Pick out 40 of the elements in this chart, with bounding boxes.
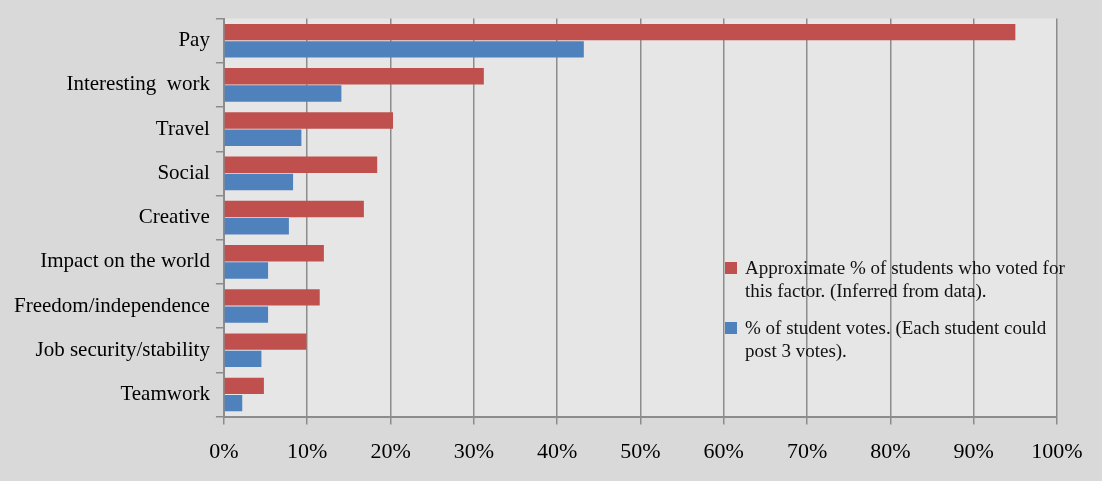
x-tick-label: 20% (370, 437, 411, 463)
bar (224, 23, 1016, 41)
y-tick-label: Social (157, 159, 211, 184)
bar (224, 68, 484, 85)
bar (224, 394, 243, 412)
x-tick-label: 60% (703, 437, 744, 463)
bar (224, 129, 302, 146)
x-tick-label: 70% (786, 437, 828, 463)
bar (224, 41, 584, 58)
x-tick-label: 10% (287, 437, 328, 463)
bar (224, 245, 324, 262)
bar (224, 289, 320, 306)
x-tick-label: 0% (209, 437, 239, 463)
bar (224, 218, 289, 235)
bar (224, 377, 264, 395)
y-tick-label: Travel (155, 115, 211, 140)
bar (224, 350, 262, 368)
bar (224, 173, 294, 191)
legend-label: Approximate % of students who voted for this factor. (Inferred from data). (745, 256, 1066, 302)
y-tick-label: Interesting work (66, 71, 211, 96)
x-tick-label: 90% (953, 437, 994, 463)
y-tick-label: Pay (178, 27, 211, 52)
y-tick-label: Creative (138, 204, 210, 229)
bar (224, 85, 342, 102)
bar (224, 156, 378, 173)
bar (224, 200, 364, 218)
bar (224, 262, 269, 279)
x-tick-label: 50% (620, 437, 661, 463)
y-tick-label: Impact on the world (40, 248, 211, 273)
x-tick-label: 80% (870, 437, 911, 463)
legend-label: % of student votes. (Each student could post 3 votes). (745, 316, 1048, 362)
x-tick-label: 100% (1031, 437, 1083, 463)
y-tick-label: Teamwork (120, 381, 211, 405)
bar (224, 333, 307, 350)
bar (224, 112, 394, 129)
x-tick-label: 40% (536, 437, 578, 463)
bar (224, 306, 269, 323)
x-tick-label: 30% (453, 437, 495, 463)
y-tick-label: Job security/stability (35, 336, 211, 361)
y-tick-label: Freedom/independence (14, 292, 210, 317)
